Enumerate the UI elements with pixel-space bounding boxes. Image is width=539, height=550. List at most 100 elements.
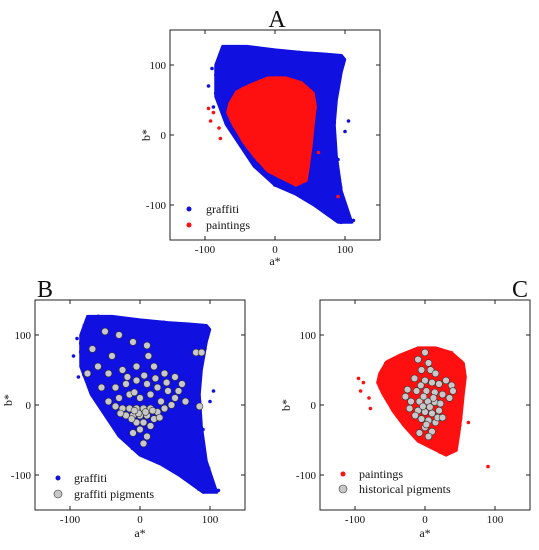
data-point [256, 46, 260, 50]
data-point [124, 354, 128, 358]
data-point [294, 98, 298, 103]
data-point [331, 105, 335, 109]
data-point [113, 330, 117, 334]
data-point [279, 68, 283, 72]
pigment-point [132, 362, 141, 371]
data-point [454, 403, 458, 407]
data-point [139, 345, 143, 349]
data-point [114, 421, 118, 426]
y-tick-label: -100 [296, 470, 317, 482]
data-point [278, 160, 282, 164]
data-point [256, 102, 260, 106]
data-point [249, 147, 253, 151]
pigment-point [101, 327, 109, 336]
pigment-point [435, 406, 443, 415]
data-point [111, 363, 115, 367]
pigment-point [415, 429, 424, 437]
y-tick-label: 0 [26, 400, 32, 412]
data-point [141, 453, 145, 457]
data-point [182, 474, 186, 478]
data-point [162, 322, 166, 327]
data-point [328, 161, 332, 165]
pigment-point [403, 385, 412, 394]
data-point [165, 427, 169, 431]
data-point [98, 402, 102, 406]
data-point [301, 55, 305, 60]
data-point [248, 94, 252, 98]
data-point [314, 74, 318, 78]
data-point [295, 120, 299, 124]
data-point [281, 183, 285, 187]
data-point [107, 316, 111, 321]
data-point [351, 218, 356, 223]
data-point [391, 393, 395, 397]
data-point [309, 134, 313, 138]
data-point [266, 102, 270, 106]
data-point [274, 156, 278, 160]
pigment-point [140, 371, 148, 380]
data-point [451, 376, 456, 380]
data-point [195, 385, 199, 389]
data-point [279, 101, 283, 105]
data-point [399, 412, 404, 416]
data-point [197, 442, 201, 446]
data-point [157, 362, 161, 366]
data-point [293, 124, 297, 129]
data-point [188, 404, 192, 408]
data-point [87, 385, 91, 389]
data-point [307, 199, 311, 203]
data-point [150, 438, 154, 442]
data-point [337, 211, 341, 215]
data-point [98, 327, 103, 331]
data-point [215, 83, 219, 87]
data-point [241, 110, 245, 114]
data-point [164, 325, 168, 329]
data-point [105, 363, 109, 367]
data-point [252, 129, 257, 133]
data-point [75, 336, 79, 341]
data-point [90, 330, 94, 334]
data-point [161, 345, 165, 349]
data-point [313, 62, 318, 66]
data-point [331, 94, 335, 98]
data-point [165, 322, 169, 326]
data-point [434, 358, 438, 362]
data-point [258, 53, 262, 57]
data-point [225, 89, 229, 93]
data-point [98, 353, 102, 357]
data-point [262, 149, 266, 153]
data-point [241, 79, 246, 83]
data-point [189, 340, 193, 344]
data-point [322, 171, 326, 176]
data-point [268, 121, 273, 125]
data-point [381, 379, 385, 383]
data-point [281, 175, 285, 179]
data-point [264, 128, 268, 132]
data-point [250, 122, 254, 126]
data-point [171, 413, 175, 417]
data-point [179, 406, 183, 410]
data-point [453, 417, 457, 421]
data-point [323, 151, 327, 155]
data-point [317, 76, 321, 80]
data-point [297, 171, 301, 175]
data-point [108, 327, 112, 332]
data-point [160, 451, 164, 456]
data-point [178, 396, 182, 400]
data-point [324, 207, 328, 211]
data-point [201, 329, 205, 333]
pigment-point [171, 373, 179, 381]
data-point [151, 430, 155, 434]
pigment-point [419, 392, 428, 401]
data-point [447, 368, 451, 372]
data-point [240, 105, 244, 109]
data-point [271, 136, 275, 140]
data-point [326, 134, 330, 138]
data-point [122, 345, 126, 349]
pigment-point [160, 404, 169, 413]
data-point [308, 137, 312, 141]
legend-marker [186, 222, 192, 228]
data-point [191, 468, 195, 472]
data-point [109, 333, 113, 337]
